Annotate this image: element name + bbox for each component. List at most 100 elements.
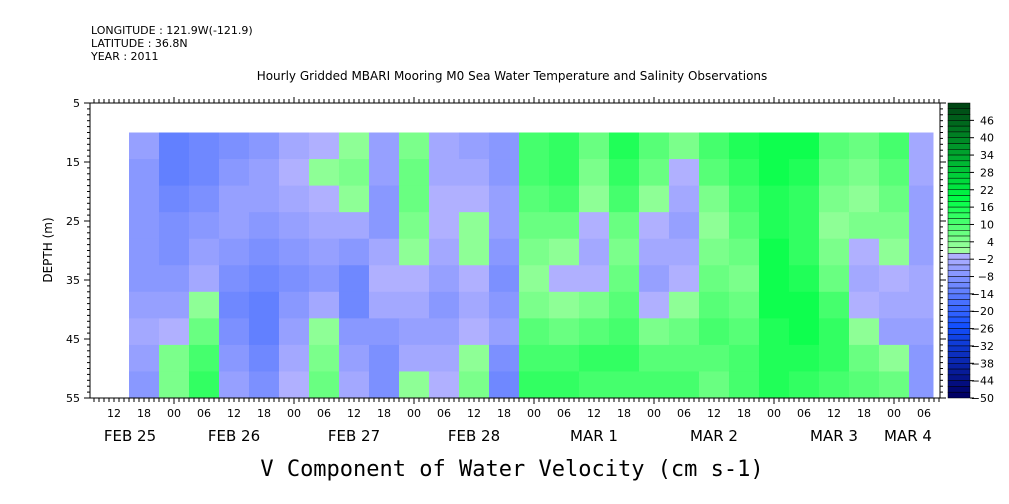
colorbar-band xyxy=(947,189,971,196)
colorbar-band xyxy=(947,339,971,347)
heatmap-cell xyxy=(879,344,910,372)
heatmap-cell xyxy=(429,212,460,240)
heatmap-cell xyxy=(609,159,640,187)
heatmap-cell xyxy=(789,132,820,160)
date-label: MAR 4 xyxy=(884,427,932,445)
heatmap-cell xyxy=(519,371,550,399)
heatmap-cell xyxy=(339,238,370,266)
heatmap-cell xyxy=(669,318,700,346)
y-tick-label: 25 xyxy=(66,215,80,228)
heatmap-cell xyxy=(519,291,550,319)
heatmap-cell xyxy=(639,344,670,372)
heatmap-cell xyxy=(549,371,580,399)
heatmap-cell xyxy=(369,159,400,187)
heatmap-cell xyxy=(459,291,490,319)
heatmap-cell xyxy=(309,185,340,213)
x-tick-label: 06 xyxy=(797,407,811,420)
x-tick-label: 00 xyxy=(527,407,541,420)
heatmap-cell xyxy=(369,318,400,346)
heatmap-cell xyxy=(219,371,250,399)
heatmap-cell xyxy=(279,238,310,266)
colorbar-band xyxy=(947,224,971,231)
heatmap-cell xyxy=(579,159,610,187)
heatmap-cell xyxy=(459,344,490,372)
heatmap-cell xyxy=(579,318,610,346)
heatmap-cell xyxy=(789,185,820,213)
heatmap-cell xyxy=(189,159,220,187)
heatmap-cell xyxy=(879,291,910,319)
colorbar-label: 16 xyxy=(980,201,994,214)
heatmap-cell xyxy=(519,159,550,187)
heatmap-cell xyxy=(369,212,400,240)
heatmap-cell xyxy=(819,159,850,187)
colorbar-band xyxy=(947,166,971,173)
heatmap-cell xyxy=(279,132,310,160)
colorbar-label: −20 xyxy=(971,305,994,318)
heatmap-cell xyxy=(309,159,340,187)
heatmap-cell xyxy=(819,132,850,160)
heatmap-cell xyxy=(159,344,190,372)
date-label: FEB 26 xyxy=(208,427,260,445)
heatmap-cell xyxy=(399,371,430,399)
heatmap-cell xyxy=(309,344,340,372)
heatmap-cell xyxy=(399,132,430,160)
chart-title: Hourly Gridded MBARI Mooring M0 Sea Wate… xyxy=(257,69,768,83)
heatmap-cell xyxy=(429,318,460,346)
heatmap-cell xyxy=(519,265,550,293)
heatmap-cell xyxy=(759,291,790,319)
heatmap-cell xyxy=(849,238,880,266)
heatmap-cell xyxy=(699,291,730,319)
heatmap-cell xyxy=(909,291,934,319)
heatmap-cell xyxy=(879,371,910,399)
heatmap-cell xyxy=(189,291,220,319)
heatmap-cell xyxy=(699,344,730,372)
heatmap-cell xyxy=(159,159,190,187)
heatmap-cell xyxy=(669,265,700,293)
date-label: FEB 25 xyxy=(104,427,156,445)
heatmap-cell xyxy=(429,265,460,293)
x-tick-label: 06 xyxy=(437,407,451,420)
colorbar-label: −32 xyxy=(971,340,994,353)
heatmap-cell xyxy=(459,238,490,266)
heatmap-cell xyxy=(219,212,250,240)
y-tick-label: 45 xyxy=(66,333,80,346)
colorbar-band xyxy=(947,131,971,138)
heatmap-cell xyxy=(369,238,400,266)
heatmap-cell xyxy=(339,344,370,372)
heatmap-cell xyxy=(909,132,934,160)
heatmap-cell xyxy=(219,344,250,372)
date-label: MAR 1 xyxy=(570,427,618,445)
heatmap-cell xyxy=(549,318,580,346)
heatmap-cell xyxy=(609,344,640,372)
heatmap-cell xyxy=(669,212,700,240)
heatmap-cell xyxy=(369,371,400,399)
colorbar-label: 22 xyxy=(980,184,994,197)
heatmap-cell xyxy=(699,132,730,160)
heatmap-cell xyxy=(429,238,460,266)
heatmap-cell xyxy=(669,132,700,160)
heatmap-cell xyxy=(369,185,400,213)
heatmap-cell xyxy=(159,291,190,319)
heatmap-cell xyxy=(609,291,640,319)
heatmap-cell xyxy=(489,318,520,346)
heatmap-cell xyxy=(549,238,580,266)
heatmap-cell xyxy=(189,371,220,399)
heatmap-cell xyxy=(669,291,700,319)
heatmap-cell xyxy=(639,265,670,293)
heatmap-cell xyxy=(819,371,850,399)
heatmap-cell xyxy=(519,212,550,240)
heatmap-cell xyxy=(609,371,640,399)
heatmap-cell xyxy=(519,318,550,346)
colorbar-band xyxy=(947,114,971,121)
heatmap-cell xyxy=(249,344,280,372)
heatmap-cell xyxy=(909,159,934,187)
heatmap-cell xyxy=(759,132,790,160)
heatmap-cell xyxy=(519,185,550,213)
heatmap-cell xyxy=(219,238,250,266)
heatmap-cell xyxy=(819,265,850,293)
heatmap-cell xyxy=(339,291,370,319)
heatmap-cell xyxy=(699,318,730,346)
heatmap-cell xyxy=(309,371,340,399)
heatmap-cell xyxy=(399,291,430,319)
